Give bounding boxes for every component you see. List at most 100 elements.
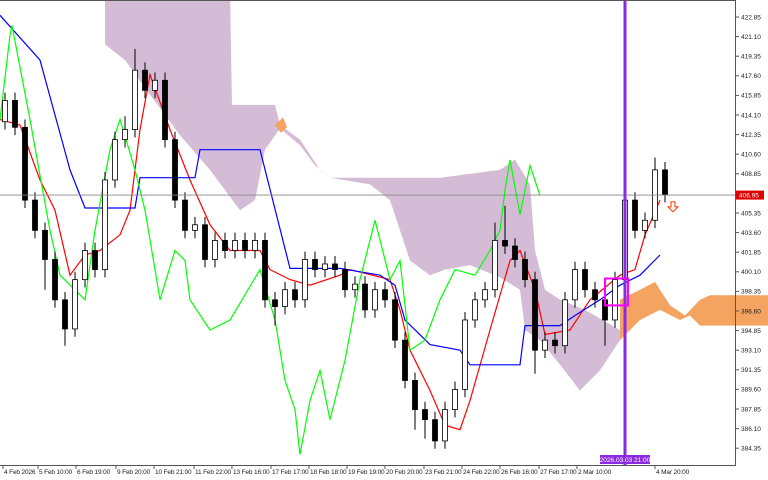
bullish-candle <box>322 263 328 270</box>
bearish-candle <box>32 199 38 231</box>
time-tick-label: 19 Feb 19:00 <box>348 469 385 476</box>
selection-rectangle <box>604 277 629 307</box>
bullish-cloud-area <box>620 281 768 341</box>
bearish-candle <box>142 69 148 91</box>
bearish-candle <box>522 259 528 281</box>
price-tick-label: 387.85 <box>741 406 761 413</box>
tenkan-line <box>0 72 661 431</box>
bullish-candle <box>462 319 468 390</box>
time-tick-label: 6 Feb 19:00 <box>77 469 111 476</box>
current-price-badge <box>736 190 764 200</box>
bearish-candle <box>362 283 368 311</box>
bullish-candle <box>542 339 548 351</box>
bearish-candle <box>312 259 318 270</box>
price-tick-label: 400.10 <box>741 269 761 276</box>
price-tick-label: 410.60 <box>741 152 761 159</box>
bullish-candle <box>572 269 578 301</box>
bearish-candle <box>412 380 418 410</box>
bearish-candle <box>162 79 168 141</box>
bullish-candle <box>372 289 378 311</box>
price-tick-label: 393.10 <box>741 348 761 355</box>
bearish-candle <box>22 126 28 201</box>
bearish-candle <box>182 199 188 231</box>
bearish-candle <box>262 240 268 301</box>
price-tick-label: 403.60 <box>741 230 761 237</box>
bullish-cloud-area <box>275 117 287 133</box>
bullish-candle <box>252 240 258 251</box>
time-tick-label: 9 Feb 20:00 <box>117 469 151 476</box>
price-tick-label: 412.35 <box>741 132 761 139</box>
bearish-candle <box>382 289 388 301</box>
price-tick-label: 391.35 <box>741 367 761 374</box>
bearish-candle <box>422 409 428 421</box>
time-tick-label: 27 Feb 17:00 <box>540 469 577 476</box>
bullish-candle <box>82 250 88 281</box>
crosshair-time-label: 2026.03.03 21:00 <box>600 457 651 464</box>
bullish-candle <box>282 289 288 307</box>
bearish-candle <box>392 299 398 341</box>
price-tick-label: 386.10 <box>741 426 761 433</box>
bullish-candle <box>122 129 128 141</box>
bearish-candle <box>662 169 668 195</box>
bearish-candle <box>242 240 248 251</box>
bullish-candle <box>232 240 238 251</box>
bearish-candle <box>432 419 438 442</box>
bearish-candle <box>292 289 298 301</box>
time-tick-label: 26 Feb 16:00 <box>501 469 538 476</box>
price-tick-label: 396.60 <box>741 308 761 315</box>
bearish-candle <box>52 259 58 301</box>
bearish-candle <box>12 100 18 128</box>
price-tick-label: 421.10 <box>741 34 761 41</box>
bearish-candle <box>552 339 558 347</box>
bullish-candle <box>352 283 358 291</box>
crosshair-time-badge <box>600 455 650 464</box>
bullish-candle <box>192 224 198 231</box>
bullish-candle <box>72 279 78 330</box>
bearish-candle <box>222 240 228 251</box>
bearish-candle <box>592 289 598 301</box>
time-tick-label: 2 Mar 10:00 <box>578 469 612 476</box>
bullish-candle <box>482 289 488 301</box>
price-tick-label: 398.35 <box>741 289 761 296</box>
price-tick-label: 419.35 <box>741 54 761 61</box>
bearish-candle <box>512 245 518 260</box>
time-tick-label: 10 Feb 21:00 <box>155 469 192 476</box>
bullish-candle <box>112 139 118 181</box>
bearish-candle <box>42 229 48 260</box>
bullish-candle <box>212 240 218 260</box>
time-tick-label: 11 Feb 22:00 <box>195 469 232 476</box>
bearish-candle <box>62 299 68 330</box>
bearish-candle <box>332 263 338 270</box>
overlays <box>0 0 735 465</box>
price-tick-label: 414.10 <box>741 112 761 119</box>
bullish-candle <box>442 409 448 442</box>
bullish-candle <box>132 69 138 130</box>
bearish-candle <box>632 199 638 231</box>
time-tick-label: 4 Mar 20:00 <box>656 469 690 476</box>
current-price-label: 406.95 <box>739 192 759 199</box>
bullish-candle <box>472 299 478 321</box>
price-tick-label: 408.85 <box>741 171 761 178</box>
bearish-candle <box>172 139 178 201</box>
bearish-candle <box>272 299 278 307</box>
bearish-candle <box>342 269 348 291</box>
price-tick-label: 415.85 <box>741 93 761 100</box>
bullish-candle <box>612 279 618 321</box>
price-tick-label: 405.35 <box>741 210 761 217</box>
time-tick-label: 18 Feb 18:00 <box>310 469 347 476</box>
price-tick-label: 389.60 <box>741 387 761 394</box>
bearish-candle <box>532 279 538 351</box>
indicator-lines <box>0 14 661 455</box>
time-tick-label: 13 Feb 16:00 <box>233 469 270 476</box>
bearish-candle <box>502 240 508 247</box>
time-tick-label: 5 Feb 10:00 <box>39 469 73 476</box>
time-tick-label: 20 Feb 20:00 <box>386 469 423 476</box>
bullish-candle <box>302 259 308 301</box>
price-tick-label: 422.85 <box>741 14 761 21</box>
bearish-candle <box>202 224 208 260</box>
bullish-candle <box>492 240 498 291</box>
bullish-candle <box>562 299 568 347</box>
bullish-candle <box>452 388 458 410</box>
